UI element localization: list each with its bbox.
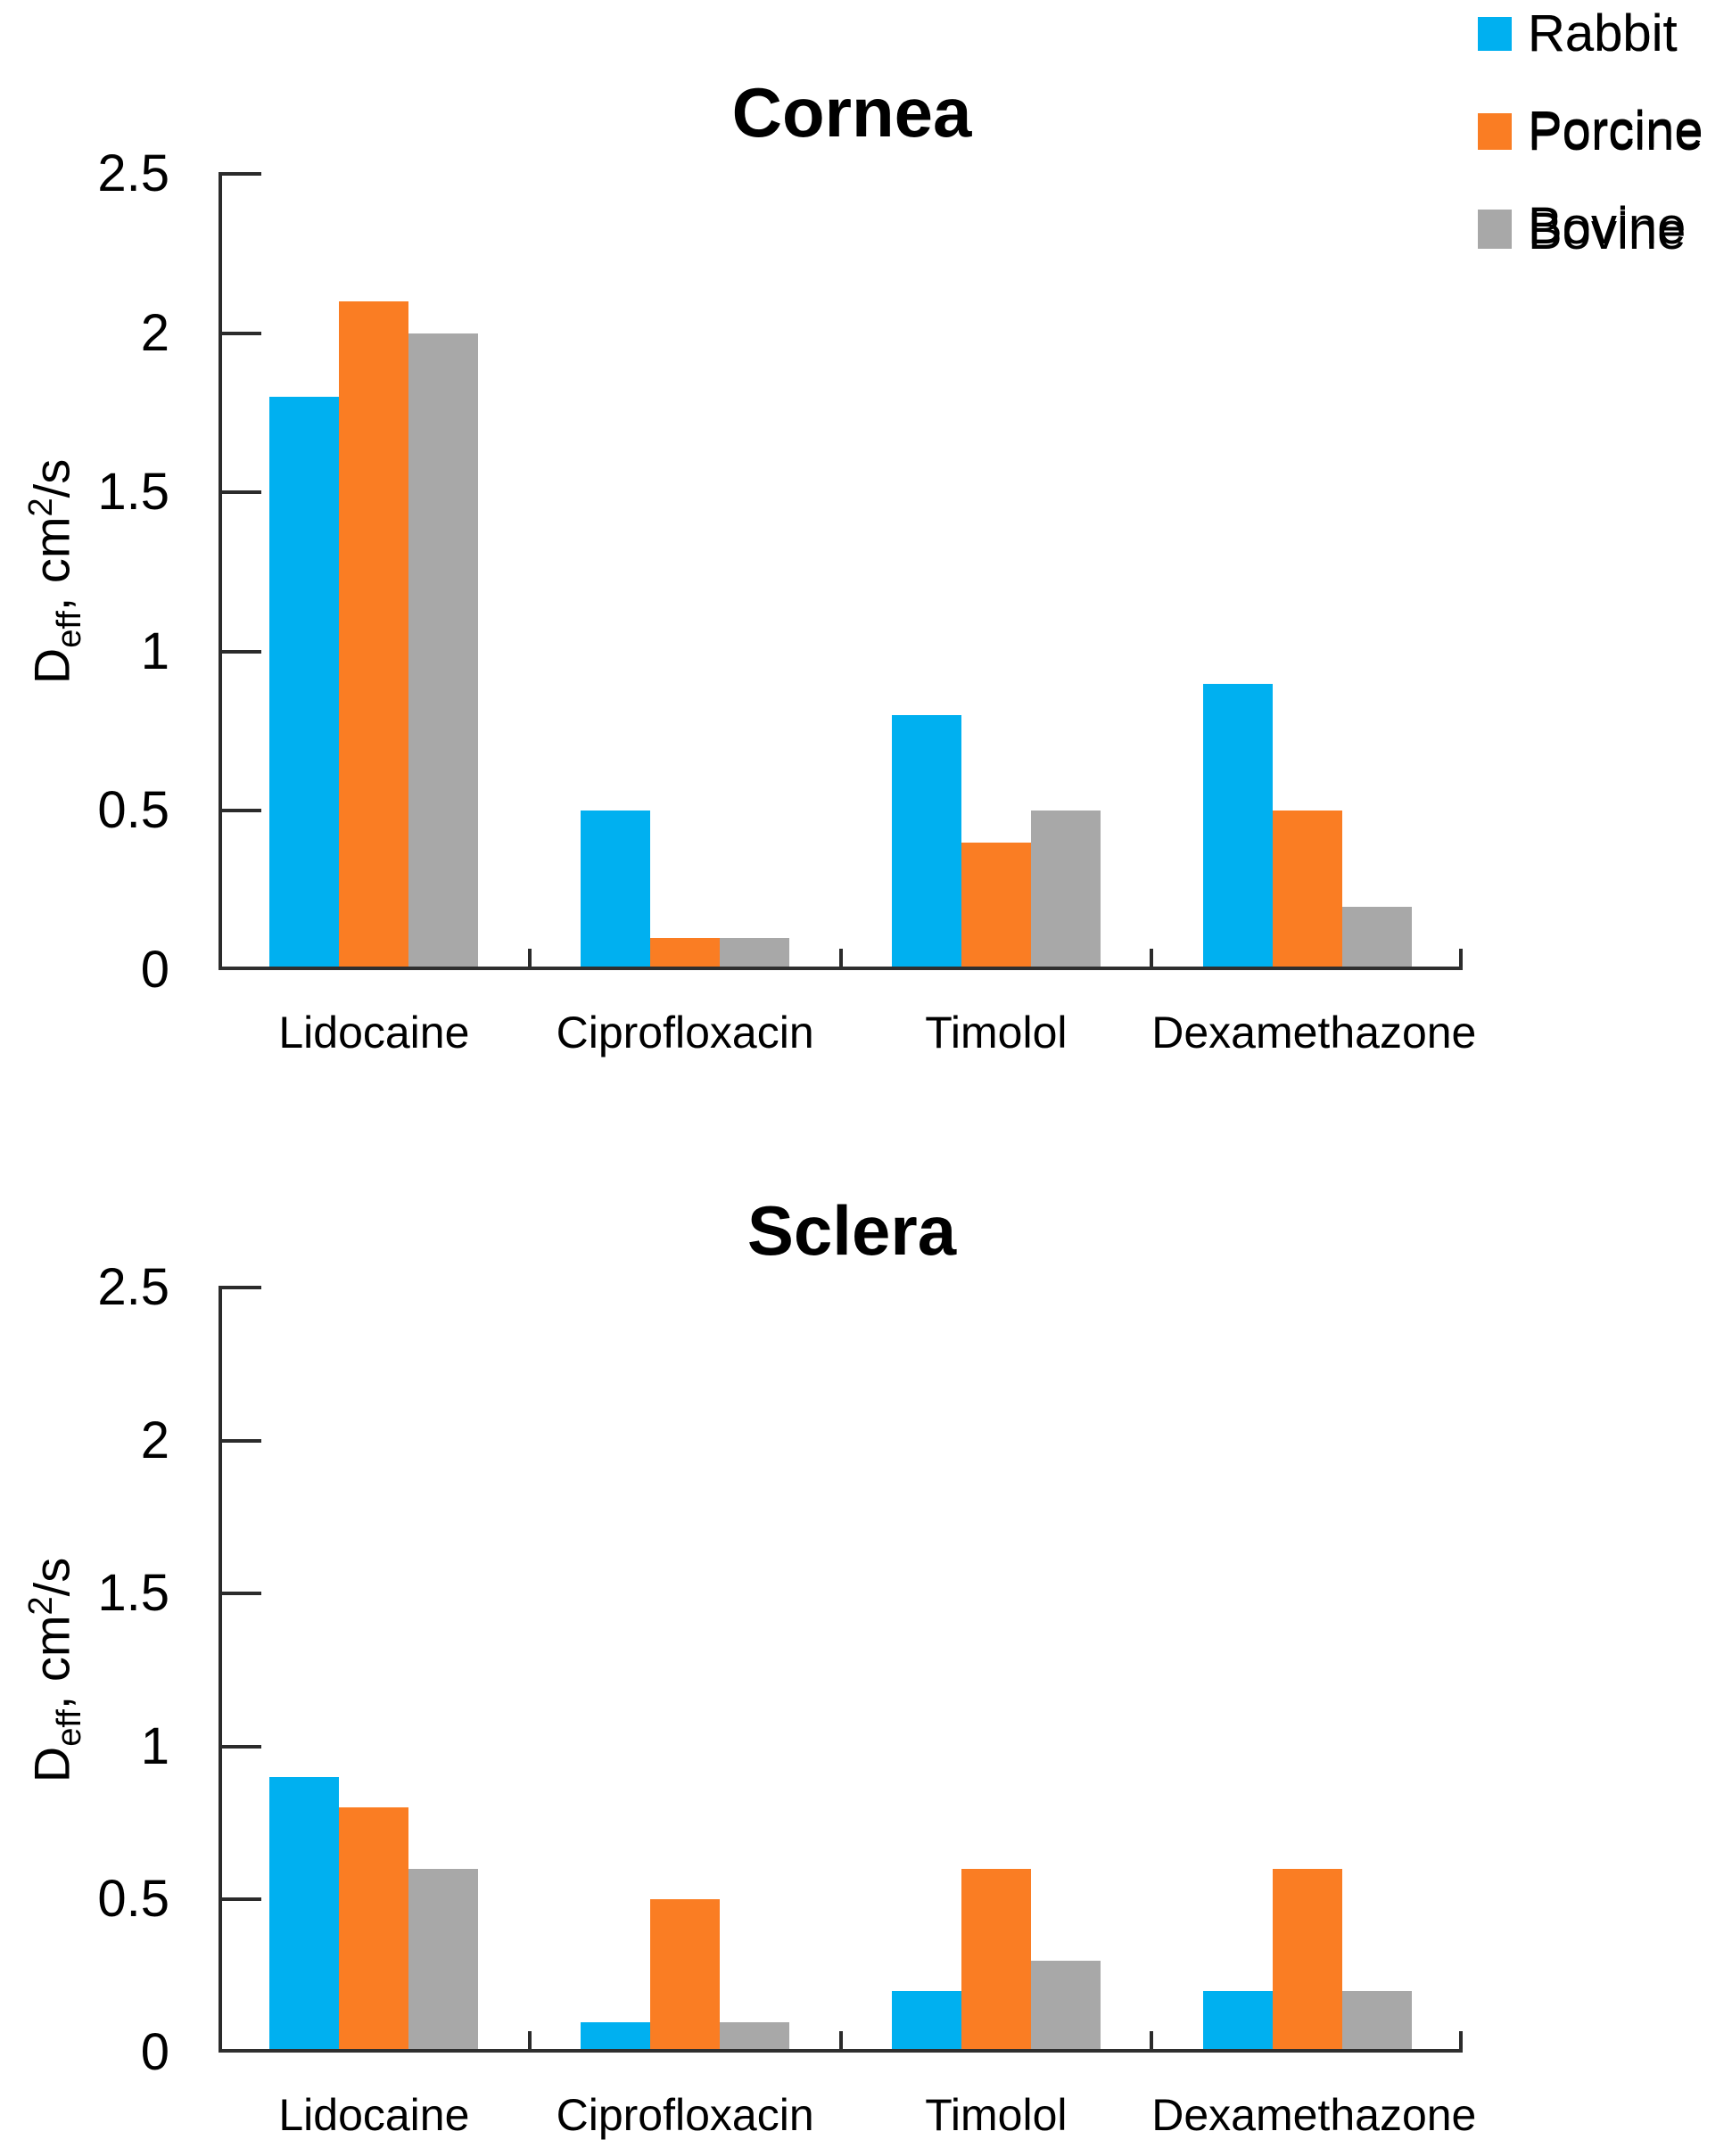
legend-item-rabbit: Rabbit <box>1478 0 1703 68</box>
y-tick-mark <box>222 809 261 813</box>
x-category-label: Ciprofloxacin <box>556 1008 814 1057</box>
bar-cornea-lidocaine-bovine <box>408 333 478 970</box>
y-tick-label: 2.5 <box>97 144 169 202</box>
y-tick-mark <box>222 172 261 176</box>
y-tick-label: 0.5 <box>97 1870 169 1929</box>
bar-cornea-dexamethazone-bovine <box>1342 907 1412 970</box>
y-tick-label: 2.5 <box>97 1258 169 1316</box>
x-category-label: Dexamethazone <box>1151 2090 1477 2140</box>
rabbit-swatch-icon <box>1478 17 1512 51</box>
bar-cornea-dexamethazone-porcine <box>1273 811 1342 970</box>
x-axis-line <box>219 967 1463 970</box>
sclera-plot-area: 0 0.5 1 1.5 2 2.5 Lidocaine Ciprofloxacin Timolo… <box>97 1258 1476 2140</box>
bar-sclera-timolol-porcine <box>961 1869 1031 2053</box>
y-tick-label: 0.5 <box>97 781 169 840</box>
x-axis-tick-mark <box>839 949 843 967</box>
y-tick-mark <box>222 649 261 654</box>
y-axis-line <box>219 1286 222 2051</box>
x-axis-tick-mark <box>1150 949 1153 967</box>
y-tick-label: 1 <box>140 1716 169 1775</box>
x-category-label: Lidocaine <box>278 1008 470 1057</box>
y-tick-mark <box>222 1286 261 1289</box>
y-tick-label: 2 <box>140 303 169 362</box>
x-axis-line <box>219 2049 1463 2053</box>
y-tick-label: 0 <box>140 2023 169 2081</box>
cornea-chart-title: Cornea <box>731 72 972 152</box>
x-category-label: Timolol <box>925 1008 1068 1057</box>
bovine-swatch-icon <box>1478 210 1512 243</box>
bar-sclera-timolol-rabbit <box>892 1991 961 2053</box>
legend-item-bovine: Bovine <box>1478 193 1703 260</box>
x-category-label: Timolol <box>925 2090 1068 2140</box>
y-tick-label: 1 <box>140 621 169 680</box>
sclera-legend: Rabbit Porcine Bovine <box>1478 0 1703 289</box>
legend-label-bovine: Bovine <box>1528 197 1687 255</box>
y-tick-mark <box>222 490 261 495</box>
bar-sclera-lidocaine-bovine <box>408 1869 478 2053</box>
bar-sclera-ciprofloxacin-bovine <box>720 2022 789 2053</box>
y-tick-label: 1.5 <box>97 463 169 522</box>
y-tick-label: 0 <box>140 941 169 999</box>
bar-cornea-lidocaine-porcine <box>339 301 408 970</box>
x-axis-tick-mark <box>528 2031 532 2049</box>
y-tick-mark <box>222 1438 261 1443</box>
bar-sclera-dexamethazone-rabbit <box>1203 1991 1273 2053</box>
x-axis-tick-mark <box>528 949 532 967</box>
sclera-chart-title: Sclera <box>746 1190 957 1270</box>
y-tick-mark <box>222 331 261 335</box>
y-tick-label: 1.5 <box>97 1564 169 1623</box>
y-axis-line <box>219 172 222 968</box>
legend-item-porcine: Porcine <box>1478 96 1703 164</box>
bar-sclera-lidocaine-porcine <box>339 1807 408 2053</box>
x-axis-tick-mark <box>839 2031 843 2049</box>
legend-item-rabbit: Rabbit <box>1478 0 1703 68</box>
bar-sclera-dexamethazone-porcine <box>1273 1869 1342 2053</box>
bar-cornea-timolol-rabbit <box>892 715 961 970</box>
bar-sclera-ciprofloxacin-porcine <box>650 1899 720 2053</box>
legend-label-rabbit: Rabbit <box>1528 4 1678 62</box>
legend-label-bovine: Bovine <box>1528 202 1687 260</box>
x-axis-tick-mark <box>1150 2031 1153 2049</box>
bar-cornea-timolol-porcine <box>961 843 1031 970</box>
y-tick-mark <box>222 1744 261 1749</box>
cornea-plot-area: 0 0.5 1 1.5 2 2.5 Lidocaine Ciprofloxacin Timolo… <box>97 144 1476 1057</box>
x-category-label: Ciprofloxacin <box>556 2090 814 2140</box>
x-category-label: Dexamethazone <box>1151 1008 1477 1057</box>
bar-cornea-dexamethazone-rabbit <box>1203 684 1273 970</box>
bar-cornea-lidocaine-rabbit <box>269 397 339 970</box>
legend-item-porcine: Porcine <box>1478 99 1703 167</box>
bar-sclera-lidocaine-rabbit <box>269 1777 339 2053</box>
y-tick-mark <box>222 1592 261 1596</box>
porcine-swatch-icon <box>1478 113 1512 147</box>
bar-cornea-timolol-bovine <box>1031 811 1101 970</box>
legend-label-porcine: Porcine <box>1528 101 1703 159</box>
x-axis-tick-mark <box>1459 949 1463 967</box>
bar-sclera-dexamethazone-bovine <box>1342 1991 1412 2053</box>
legend-label-porcine: Porcine <box>1528 103 1703 161</box>
y-tick-mark <box>222 1897 261 1902</box>
legend-label-rabbit: Rabbit <box>1528 4 1678 62</box>
y-tick-label: 2 <box>140 1411 169 1469</box>
bar-cornea-ciprofloxacin-bovine <box>720 938 789 970</box>
x-axis-tick-mark <box>1459 2031 1463 2049</box>
x-category-label: Lidocaine <box>278 2090 470 2140</box>
bar-sclera-timolol-bovine <box>1031 1961 1101 2053</box>
bar-sclera-ciprofloxacin-rabbit <box>581 2022 650 2053</box>
bar-cornea-ciprofloxacin-porcine <box>650 938 720 970</box>
bar-cornea-ciprofloxacin-rabbit <box>581 811 650 970</box>
